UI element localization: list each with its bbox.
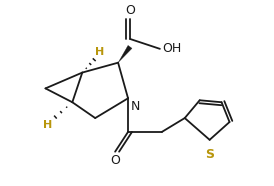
Text: N: N [131, 100, 140, 113]
Text: S: S [205, 148, 214, 161]
Text: H: H [43, 120, 52, 130]
Text: O: O [110, 154, 120, 167]
Text: OH: OH [162, 42, 181, 55]
Text: O: O [125, 4, 135, 17]
Text: H: H [95, 47, 104, 57]
Polygon shape [118, 45, 132, 63]
